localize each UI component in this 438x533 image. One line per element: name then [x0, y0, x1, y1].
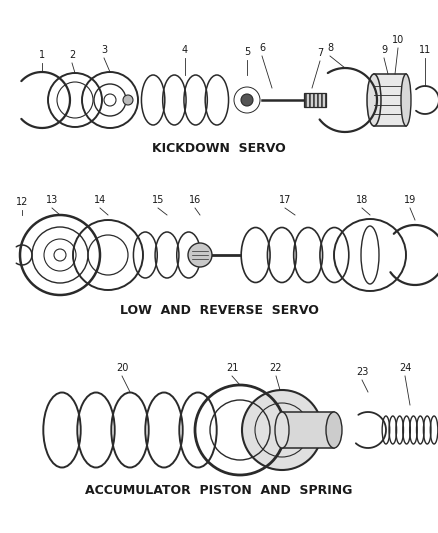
Text: 10: 10: [392, 35, 404, 45]
Text: 23: 23: [356, 367, 368, 377]
Text: 18: 18: [356, 195, 368, 205]
Text: 8: 8: [327, 43, 333, 53]
Text: 14: 14: [94, 195, 106, 205]
Text: KICKDOWN  SERVO: KICKDOWN SERVO: [152, 141, 286, 155]
Text: 16: 16: [189, 195, 201, 205]
Text: 2: 2: [69, 50, 75, 60]
Text: 13: 13: [46, 195, 58, 205]
Text: 12: 12: [16, 197, 28, 207]
Text: 21: 21: [226, 363, 238, 373]
Text: ACCUMULATOR  PISTON  AND  SPRING: ACCUMULATOR PISTON AND SPRING: [85, 483, 353, 497]
Ellipse shape: [275, 412, 289, 448]
Text: 9: 9: [381, 45, 387, 55]
Text: 11: 11: [419, 45, 431, 55]
Ellipse shape: [401, 74, 411, 126]
Bar: [304, 93, 326, 107]
Circle shape: [123, 95, 133, 105]
Bar: [282, 412, 334, 448]
Text: 15: 15: [152, 195, 164, 205]
Text: 17: 17: [279, 195, 291, 205]
Text: 5: 5: [244, 47, 250, 57]
Text: LOW  AND  REVERSE  SERVO: LOW AND REVERSE SERVO: [120, 303, 318, 317]
Text: 20: 20: [116, 363, 128, 373]
Text: 7: 7: [317, 48, 323, 58]
Ellipse shape: [367, 74, 381, 126]
Circle shape: [242, 390, 322, 470]
Text: 19: 19: [404, 195, 416, 205]
Text: 6: 6: [259, 43, 265, 53]
Bar: [374, 74, 406, 126]
Text: 1: 1: [39, 50, 45, 60]
Ellipse shape: [326, 412, 342, 448]
Text: 22: 22: [270, 363, 282, 373]
Circle shape: [188, 243, 212, 267]
Circle shape: [241, 94, 253, 106]
Text: 4: 4: [182, 45, 188, 55]
Text: 3: 3: [101, 45, 107, 55]
Text: 24: 24: [399, 363, 411, 373]
